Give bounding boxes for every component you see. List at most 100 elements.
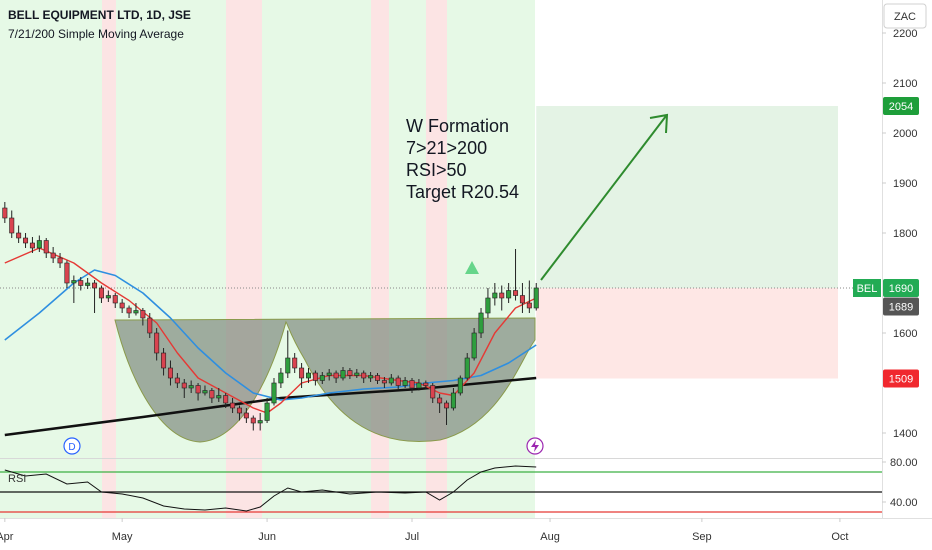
annotation: Target R20.54 (406, 182, 519, 202)
x-tick-label: Oct (831, 531, 848, 543)
candle-body (181, 382, 187, 389)
candle-body (444, 402, 450, 409)
x-tick-label: May (112, 531, 133, 543)
candle-body (506, 290, 512, 299)
price-label-box (883, 97, 919, 115)
annotation: W Formation (406, 116, 509, 136)
candle-body (464, 357, 470, 379)
x-tick-label: Jun (258, 531, 276, 543)
candle-body (140, 310, 146, 319)
candle-body (29, 242, 35, 249)
candle-body (43, 240, 49, 254)
candle-body (347, 370, 353, 376)
stop-zone (536, 288, 838, 379)
candle-body (57, 257, 63, 264)
rsi-pane (0, 465, 882, 513)
candle-body (98, 287, 104, 299)
candle-body (285, 357, 291, 374)
chart-subtitle: 7/21/200 Simple Moving Average (8, 27, 184, 41)
candle-body (278, 372, 284, 384)
candle-body (375, 375, 381, 381)
candle-body (361, 372, 367, 379)
icons: D (63, 261, 544, 455)
session-band (371, 0, 389, 518)
candle-body (450, 392, 456, 409)
candle-body (478, 312, 484, 334)
candle-body (492, 292, 498, 299)
candle-body (402, 380, 408, 386)
candle-body (85, 282, 91, 286)
candle-body (257, 420, 263, 424)
candle-body (423, 382, 429, 386)
candle-body (92, 282, 98, 289)
w-pattern (114, 317, 536, 443)
annotation: RSI>50 (406, 160, 467, 180)
candle-body (271, 382, 277, 404)
price-label-box (883, 297, 919, 316)
price-label: 1690 (889, 283, 913, 295)
candle-body (519, 295, 525, 304)
currency[interactable]: ZAC (894, 11, 916, 23)
candle-body (36, 240, 42, 249)
price-label: 1509 (889, 374, 913, 386)
y-tick-label: 1900 (893, 178, 917, 190)
candle-body (2, 207, 8, 219)
candle-body (243, 412, 249, 419)
dividend-icon (63, 437, 81, 455)
candle-body (526, 302, 532, 309)
arrow-head (649, 113, 669, 134)
candle-body (154, 332, 160, 354)
axes: 1400 1600 1800 1900 2000 2100 2200 BEL 2054 1690 1… (0, 28, 919, 543)
projection-arrow (540, 115, 667, 281)
candle-body (305, 372, 311, 379)
candle-body (485, 297, 491, 314)
event-bolt (531, 440, 539, 452)
candle-body (416, 382, 422, 389)
rsi-label: RSI (8, 473, 26, 485)
candle-body (333, 372, 339, 379)
candle-body (292, 357, 298, 369)
candle-body (381, 380, 387, 384)
candle-body (71, 280, 77, 284)
dividend-letter: D (68, 442, 75, 453)
chart-title: BELL EQUIPMENT LTD, 1D, JSE (8, 8, 191, 22)
candle-body (202, 390, 208, 394)
candle-body (368, 375, 374, 379)
candle-body (264, 402, 270, 421)
candle-body (312, 372, 318, 381)
rsi-tick-label: 40.00 (890, 497, 918, 509)
candle-body (209, 390, 215, 399)
candle-body (319, 375, 325, 381)
y-tick-label: 1800 (893, 228, 917, 240)
candle-body (147, 317, 153, 334)
annotation: 7>21>200 (406, 138, 487, 158)
symbol-box (853, 279, 881, 297)
y-tick-label: 2200 (893, 28, 917, 40)
candle-body (112, 295, 118, 304)
y-tick-label: 2100 (893, 78, 917, 90)
candle-body (174, 377, 180, 384)
session-band (102, 0, 116, 518)
candle-body (9, 217, 15, 234)
candle-body (471, 332, 477, 359)
session-band (0, 0, 535, 518)
currency-box[interactable] (883, 3, 927, 29)
candle-body (78, 280, 84, 286)
candle-body (499, 292, 505, 299)
candle-body (354, 372, 360, 376)
y-tick-label: 1600 (893, 328, 917, 340)
candle-body (236, 407, 242, 414)
target-zone (536, 106, 838, 288)
candle-body (161, 352, 167, 369)
x-tick-label: Apr (0, 531, 14, 543)
candle-body (533, 287, 539, 309)
candle-body (167, 367, 173, 379)
price-label-box (883, 279, 919, 297)
candle-body (126, 307, 132, 314)
candle-body (457, 377, 463, 394)
candle-body (188, 385, 194, 389)
candle-body (50, 252, 56, 259)
candle-body (513, 290, 519, 296)
